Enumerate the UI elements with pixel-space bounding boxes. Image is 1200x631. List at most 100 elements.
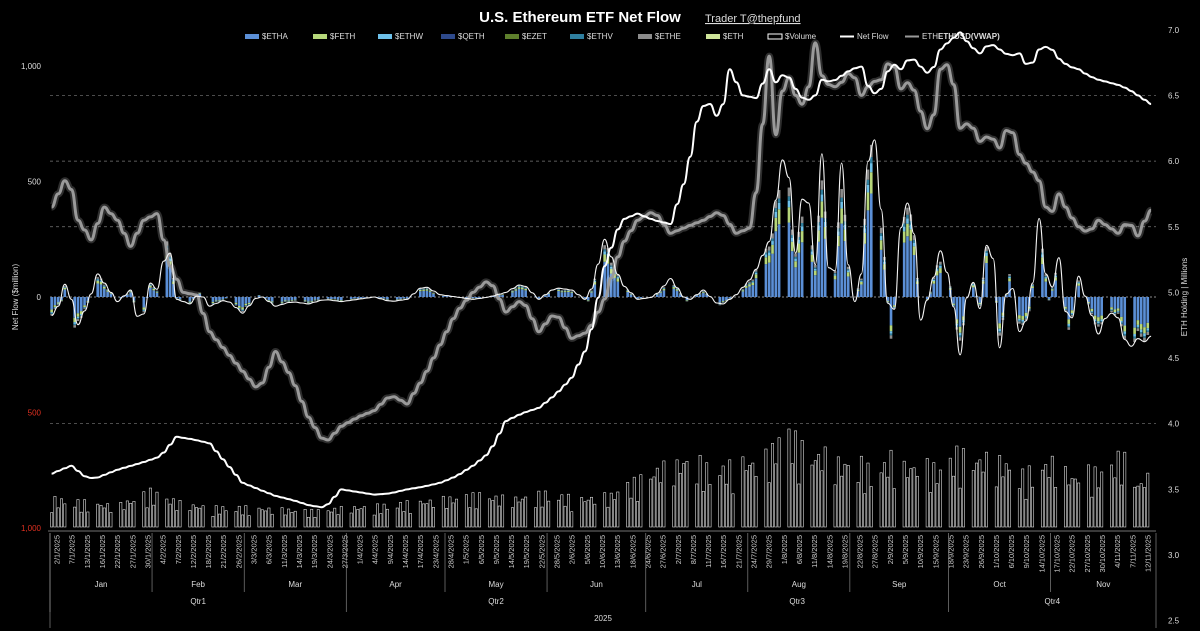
flow-bar — [879, 236, 883, 241]
flow-bar — [501, 294, 504, 297]
date-tick-label: 14/4/2025 — [401, 535, 410, 568]
date-tick-label: 11/3/2025 — [280, 535, 289, 568]
volume-bar — [287, 508, 291, 528]
volume-bar — [474, 508, 478, 528]
legend-swatch — [767, 33, 783, 40]
flow-bar — [96, 277, 100, 279]
flow-bar — [1090, 308, 1094, 312]
flow-bar — [1008, 274, 1011, 276]
volume-bar — [1119, 484, 1123, 528]
month-label: Apr — [389, 580, 402, 589]
volume-bar — [636, 501, 640, 528]
flow-bar — [866, 169, 870, 180]
flow-bar — [53, 297, 57, 306]
date-tick-label: 30/1/2025 — [144, 535, 153, 568]
volume-bar — [372, 514, 376, 528]
flow-bar — [797, 243, 801, 253]
flow-bar — [514, 287, 518, 289]
flow-bar — [1041, 264, 1044, 297]
volume-bar — [948, 457, 952, 528]
flow-bar — [517, 285, 521, 287]
flow-bar — [748, 282, 751, 284]
flow-bar — [639, 297, 643, 299]
flow-bar — [1110, 310, 1113, 313]
grid-lines — [50, 95, 1156, 425]
volume-bar — [1050, 455, 1054, 528]
flow-bar — [570, 292, 574, 294]
flow-bar — [280, 301, 284, 303]
net-flow-line — [51, 139, 1152, 356]
flow-bar — [767, 252, 771, 256]
legend-swatch — [378, 34, 392, 39]
flow-bar — [955, 319, 959, 324]
flow-bar — [636, 297, 639, 299]
flow-bar — [672, 284, 676, 286]
flow-bar — [856, 291, 860, 297]
volume-bar — [102, 507, 106, 528]
flow-bar — [119, 297, 123, 299]
flow-bar — [1054, 277, 1057, 281]
flow-bar — [1097, 324, 1100, 327]
flow-bar — [1143, 327, 1146, 334]
flow-bar — [764, 248, 768, 253]
flow-bar — [698, 294, 702, 297]
flow-bar — [60, 297, 63, 301]
flow-bar — [284, 297, 287, 301]
flow-bar — [1044, 281, 1048, 297]
volume-bar — [280, 507, 284, 528]
flow-bar — [1027, 310, 1031, 312]
flow-bar — [73, 325, 77, 328]
flow-bar — [1116, 312, 1120, 314]
volume-bar — [971, 470, 975, 528]
flow-bar — [1090, 297, 1094, 309]
volume-bar — [632, 476, 636, 528]
flow-bar — [935, 269, 939, 271]
flow-bar — [50, 309, 53, 313]
flow-bar — [149, 284, 152, 286]
flow-bar — [800, 231, 804, 243]
left-tick-label: 500 — [28, 178, 42, 187]
flow-bar — [1024, 316, 1028, 318]
flow-bar — [83, 307, 86, 308]
flow-bar — [935, 270, 939, 276]
flow-bar — [1070, 313, 1074, 315]
volume-bar — [448, 496, 452, 528]
flow-bar — [50, 313, 53, 315]
flow-bar — [142, 311, 146, 313]
flow-bar — [290, 297, 294, 300]
flow-bar — [514, 289, 518, 291]
volume-bar — [652, 476, 656, 528]
flow-bar — [863, 243, 867, 297]
date-tick-label: 27/3/2025 — [340, 535, 349, 568]
flow-bar — [99, 281, 103, 285]
flow-bar — [751, 281, 755, 283]
flow-bar — [906, 223, 909, 237]
flow-bar — [1110, 310, 1113, 311]
volume-bar — [188, 510, 192, 528]
flow-bar — [1113, 309, 1117, 313]
left-tick-label: 0 — [37, 293, 42, 302]
flow-bar — [909, 240, 913, 297]
flow-bar — [754, 271, 758, 273]
flow-bar — [981, 283, 985, 297]
flow-bar — [1050, 287, 1054, 289]
flow-bar — [586, 297, 590, 301]
flow-bar — [149, 283, 152, 285]
flow-bar — [978, 302, 982, 305]
flow-bar — [813, 275, 817, 297]
date-tick-label: 4/2/2025 — [159, 535, 168, 564]
flow-bar — [339, 297, 343, 301]
volume-bar — [478, 492, 482, 528]
date-tick-label: 7/11/2025 — [1128, 535, 1137, 568]
flow-bar — [570, 293, 574, 297]
flow-bar — [270, 301, 274, 303]
flow-bar — [889, 333, 893, 336]
flow-bar — [771, 238, 774, 242]
volume-bar — [56, 507, 60, 528]
flow-bar — [939, 265, 942, 269]
flow-bar — [764, 257, 768, 265]
flow-bar — [767, 255, 771, 263]
flow-bar — [748, 283, 751, 285]
legend-swatch — [313, 34, 327, 39]
volume-bar — [79, 511, 83, 528]
